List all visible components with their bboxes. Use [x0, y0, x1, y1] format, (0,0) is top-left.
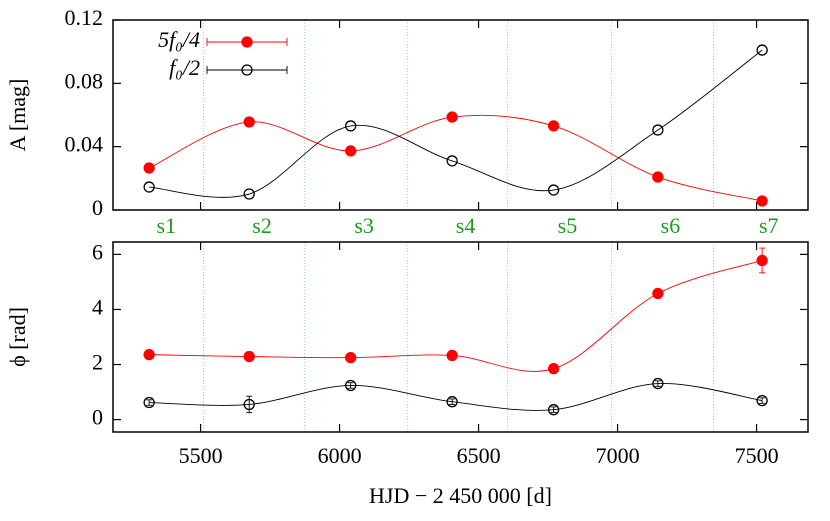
legend-marker [241, 64, 253, 76]
point [143, 348, 155, 361]
segment-label: s1 [157, 213, 177, 238]
point [345, 145, 357, 157]
point [243, 188, 255, 200]
y-tick-label: 2 [92, 350, 103, 375]
y-tick-label: 0.08 [65, 68, 104, 93]
point [345, 120, 357, 132]
error-bar [550, 406, 557, 413]
point [243, 350, 255, 363]
x-tick-label: 7000 [596, 443, 640, 468]
segment-label: s4 [456, 213, 476, 238]
legend-marker [241, 36, 253, 48]
x-tick-label: 6000 [318, 443, 362, 468]
point [652, 171, 664, 183]
error-bar [654, 380, 661, 387]
legend-label: 5f₀/4 [158, 27, 200, 52]
y-tick-label: 0 [92, 195, 103, 220]
segment-label: s2 [252, 213, 272, 238]
point [243, 116, 255, 128]
y-tick-label: 0.04 [65, 132, 104, 157]
point [547, 363, 560, 375]
point [143, 162, 155, 174]
point [756, 195, 768, 207]
segment-label: s3 [354, 213, 374, 238]
error-bar [146, 399, 153, 406]
x-tick-label: 5500 [179, 443, 223, 468]
x-axis-label: HJD − 2 450 000 [d] [369, 483, 552, 508]
y-tick-label: 0.12 [65, 5, 104, 30]
point [143, 181, 155, 193]
segment-label: s5 [558, 213, 578, 238]
series-line [149, 49, 763, 198]
point [345, 379, 357, 392]
point [143, 396, 155, 409]
y-tick-label: 6 [92, 239, 103, 264]
legend-label: f₀/2 [169, 55, 200, 80]
point [756, 394, 768, 407]
segment-label: s7 [759, 213, 779, 238]
plot-frame [112, 19, 809, 211]
plot-frame [112, 241, 809, 433]
error-bar [347, 382, 354, 389]
error-bar [449, 398, 456, 405]
point [446, 396, 458, 408]
point [446, 111, 458, 123]
y-axis-label: A [mag] [5, 79, 30, 152]
x-tick-label: 7500 [735, 443, 779, 468]
point [652, 287, 664, 300]
y-tick-label: 4 [92, 295, 103, 320]
segment-label: s6 [661, 213, 681, 238]
point [756, 254, 768, 267]
point [243, 398, 255, 411]
point [547, 184, 560, 196]
point [547, 120, 560, 132]
point [446, 155, 458, 167]
point [547, 404, 560, 416]
point [446, 349, 458, 362]
y-tick-label: 0 [92, 405, 103, 430]
legend-line [206, 66, 288, 74]
point [652, 124, 664, 136]
point [652, 377, 664, 390]
series-line [149, 383, 763, 411]
point [756, 44, 768, 56]
y-axis-label: ϕ [rad] [5, 307, 30, 367]
x-tick-label: 6500 [457, 443, 501, 468]
point [345, 352, 357, 364]
error-bar [759, 397, 766, 404]
